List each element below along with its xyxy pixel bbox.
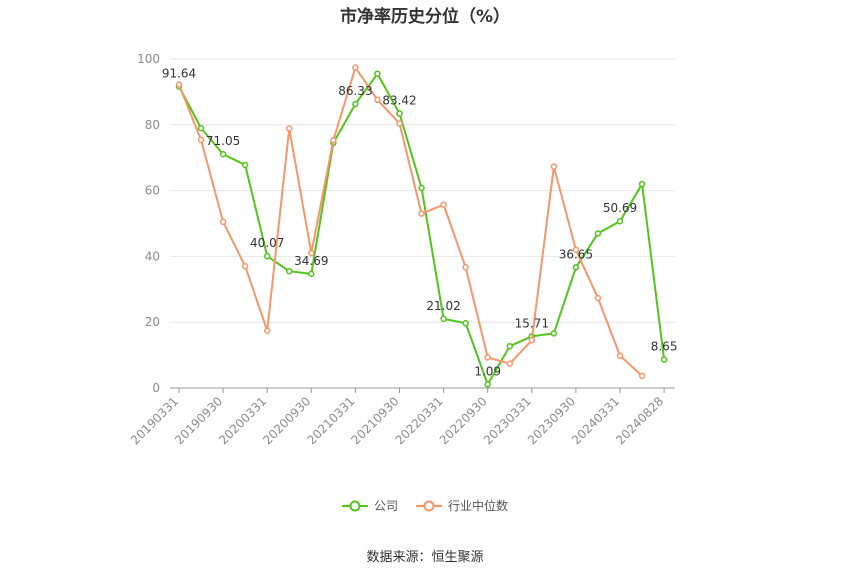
x-tick-label: 20240828 <box>613 394 666 447</box>
industry-point <box>418 210 425 217</box>
industry-point <box>175 81 183 88</box>
industry-point <box>638 372 646 380</box>
industry-point <box>440 201 447 208</box>
company-point <box>572 264 580 271</box>
industry-point <box>374 96 381 104</box>
company-point <box>462 319 469 327</box>
chart-title: 市净率历史分位（%） <box>339 7 511 27</box>
industry-point <box>197 136 205 144</box>
company-point <box>594 230 602 237</box>
industry-point <box>462 264 469 271</box>
data-label: 91.64 <box>162 67 196 81</box>
industry-point <box>528 337 536 344</box>
y-tick-label: 20 <box>145 315 160 329</box>
industry-point <box>616 352 624 360</box>
data-label: 40.07 <box>250 236 284 250</box>
company-point <box>396 110 403 117</box>
industry-point <box>330 137 337 144</box>
industry-point <box>263 327 271 335</box>
company-point <box>197 124 205 132</box>
data-label: 8.65 <box>651 340 678 354</box>
industry-point <box>550 163 558 170</box>
data-label: 71.05 <box>206 134 240 148</box>
industry-point <box>484 354 491 361</box>
company-point <box>241 161 249 169</box>
data-label: 83.42 <box>382 94 416 108</box>
company-point <box>506 342 513 350</box>
company-point <box>374 70 381 78</box>
company-point <box>352 100 359 108</box>
company-point <box>286 267 293 275</box>
industry-line <box>178 65 643 377</box>
legend-company-label: 公司 <box>373 499 398 513</box>
company-point <box>308 270 315 278</box>
industry-point <box>219 218 227 226</box>
data-label: 34.69 <box>294 254 328 268</box>
company-point <box>660 356 668 363</box>
company-point <box>550 330 558 337</box>
company-point <box>616 217 624 225</box>
data-label: 50.69 <box>603 201 637 215</box>
legend-industry-marker <box>416 500 442 511</box>
industry-point <box>594 294 602 302</box>
data-label: 1.09 <box>474 364 501 378</box>
legend-item-company[interactable]: 公司 <box>341 497 398 514</box>
company-point <box>638 180 646 188</box>
industry-point <box>352 64 359 71</box>
data-source: 数据来源：恒生聚源 <box>366 550 484 565</box>
legend-item-industry[interactable]: 行业中位数 <box>416 497 508 514</box>
data-label: 15.71 <box>515 316 549 330</box>
company-point <box>418 184 425 192</box>
y-tick-label: 80 <box>145 118 160 132</box>
industry-point <box>241 263 249 270</box>
y-tick-label: 0 <box>152 381 160 395</box>
industry-point <box>506 360 513 367</box>
y-tick-label: 60 <box>145 184 160 198</box>
data-label: 36.65 <box>559 247 593 261</box>
industry-point <box>286 125 293 132</box>
industry-point <box>396 120 403 127</box>
line-chart: 0204060801002019033120190930202003312020… <box>128 52 678 447</box>
y-tick-label: 40 <box>145 249 160 263</box>
company-point <box>484 381 491 388</box>
data-label: 21.02 <box>426 299 460 313</box>
industry-point <box>308 249 315 257</box>
legend: 公司 行业中位数 <box>0 497 850 514</box>
company-point <box>440 315 447 323</box>
legend-industry-label: 行业中位数 <box>448 499 509 513</box>
company-point <box>219 150 227 158</box>
data-label: 86.33 <box>338 84 372 98</box>
y-tick-label: 100 <box>137 52 160 66</box>
company-line <box>178 71 666 387</box>
company-point <box>263 252 271 260</box>
legend-company-marker <box>341 500 368 511</box>
industry-point <box>572 246 580 254</box>
